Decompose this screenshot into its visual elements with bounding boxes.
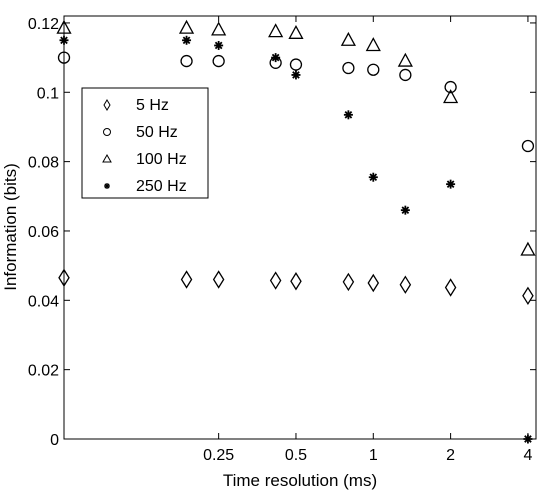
legend-marker — [103, 99, 111, 111]
series-250hz — [59, 35, 533, 444]
legend-box — [81, 87, 209, 199]
data-point — [291, 70, 301, 80]
data-point — [400, 205, 410, 215]
data-point — [444, 80, 457, 94]
data-point — [342, 61, 355, 75]
data-point — [367, 63, 380, 76]
data-point — [521, 139, 535, 153]
series-5hz — [58, 268, 534, 306]
data-point — [523, 434, 533, 444]
tick-labels: 0 0.02 0.04 0.06 0.08 0.1 0.12 0.25 0.5 1 2 4 — [28, 16, 533, 464]
x-tick-label: 0.25 — [203, 447, 234, 464]
x-tick-label: 0.5 — [285, 447, 307, 464]
x-tick-label: 1 — [369, 447, 378, 464]
data-point — [212, 270, 225, 289]
series-50hz — [57, 51, 535, 153]
data-point — [520, 241, 536, 256]
legend-label-250hz: 250 Hz — [136, 178, 187, 195]
data-point — [443, 89, 459, 104]
data-point — [271, 53, 281, 63]
legend: 5 Hz 50 Hz 100 Hz 250 Hz — [81, 87, 209, 199]
data-point — [522, 286, 534, 306]
series-100hz — [56, 19, 536, 256]
legend-markers — [102, 99, 112, 189]
y-tick-label: 0.06 — [28, 224, 59, 241]
y-axis-title: Information (bits) — [1, 163, 20, 291]
data-series — [56, 19, 536, 444]
legend-marker — [103, 128, 111, 136]
data-point — [367, 273, 380, 293]
y-tick-label: 0.02 — [28, 363, 59, 380]
axis-ticks — [64, 16, 536, 440]
data-point — [397, 52, 413, 67]
data-point — [399, 68, 412, 82]
data-point — [59, 35, 69, 45]
data-point — [212, 54, 225, 68]
data-point — [268, 23, 284, 38]
data-point — [444, 278, 457, 297]
y-tick-label: 0.1 — [37, 85, 59, 102]
data-point — [342, 272, 355, 292]
data-point — [289, 58, 303, 71]
data-point — [211, 21, 227, 36]
y-tick-label: 0.04 — [28, 293, 59, 310]
data-point — [290, 272, 302, 291]
data-point — [446, 179, 456, 189]
data-point — [399, 275, 412, 294]
data-point — [178, 19, 195, 34]
data-point — [340, 31, 356, 46]
y-tick-label: 0 — [50, 432, 59, 449]
data-point — [58, 268, 70, 288]
plot-frame — [63, 15, 537, 440]
data-point — [343, 110, 353, 120]
data-point — [182, 35, 192, 45]
legend-marker — [104, 183, 110, 189]
data-point — [365, 37, 381, 52]
y-tick-label: 0.08 — [28, 155, 59, 172]
data-point — [180, 54, 193, 68]
x-tick-label: 2 — [446, 447, 455, 464]
data-point — [288, 24, 304, 39]
legend-label-5hz: 5 Hz — [136, 97, 169, 114]
data-point — [214, 40, 224, 50]
data-point — [180, 270, 193, 289]
x-axis-title: Time resolution (ms) — [223, 471, 377, 490]
legend-marker — [102, 153, 112, 163]
data-point — [269, 271, 282, 290]
data-point — [57, 51, 71, 64]
legend-label-50hz: 50 Hz — [136, 124, 178, 141]
legend-label-100hz: 100 Hz — [136, 151, 187, 168]
data-point — [368, 172, 378, 182]
y-tick-label: 0.12 — [28, 16, 59, 33]
x-tick-label: 4 — [523, 447, 532, 464]
data-point — [56, 19, 72, 34]
